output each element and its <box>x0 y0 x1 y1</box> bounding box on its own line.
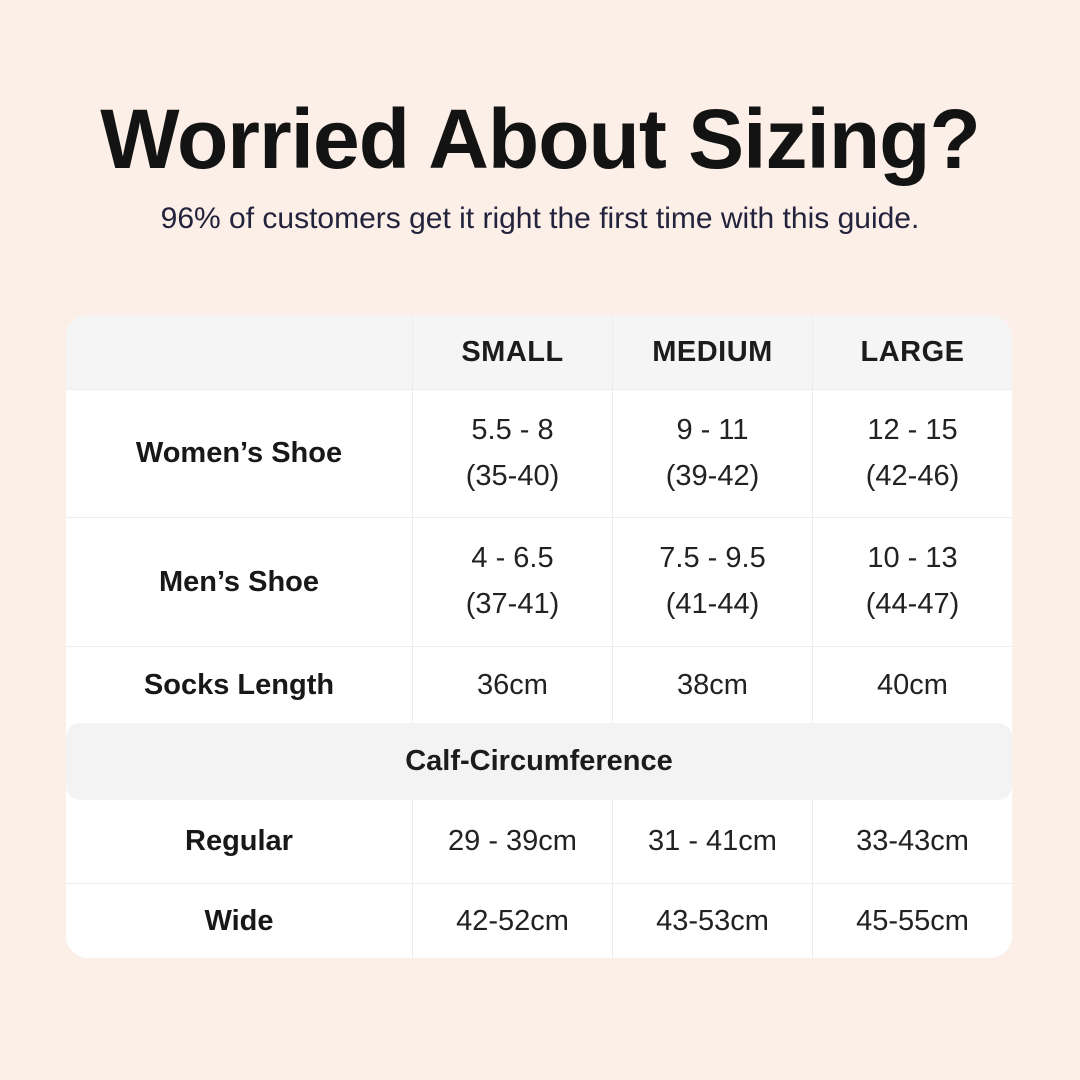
row-label-womens-shoe: Women’s Shoe <box>135 437 343 469</box>
column-header-small: SMALL <box>412 315 612 389</box>
eu-size-range: (35-40) <box>465 459 560 492</box>
eu-size-range: (39-42) <box>665 459 760 492</box>
page-title: Worried About Sizing? <box>100 92 981 186</box>
us-size-range: 4 - 6.5 <box>471 542 554 575</box>
section-header-calf-circumference: Calf-Circumference <box>66 723 1012 800</box>
table-row-socks-length: Socks Length 36cm 38cm 40cm <box>66 646 1012 723</box>
table-cell-wide-large: 45-55cm <box>812 884 1012 958</box>
eu-size-range: (37-41) <box>465 588 560 620</box>
table-cell-wide-small: 42-52cm <box>412 884 612 958</box>
eu-size-range: (44-47) <box>865 588 960 620</box>
row-label-socks-length: Socks Length <box>143 668 335 701</box>
us-size-range: 7.5 - 9.5 <box>659 542 766 575</box>
table-header-row: SMALL MEDIUM LARGE <box>66 315 1012 389</box>
empty-header-cell <box>66 315 412 389</box>
table-cell-socks-large: 40cm <box>812 647 1012 723</box>
row-label-regular: Regular <box>185 825 293 857</box>
us-size-range: 5.5 - 8 <box>471 413 554 446</box>
table-cell-mens-small: 4 - 6.5 (37-41) <box>412 518 612 646</box>
table-cell-womens-small: 5.5 - 8 (35-40) <box>412 390 612 517</box>
column-header-medium: MEDIUM <box>612 315 812 389</box>
us-size-range: 9 - 11 <box>676 413 749 446</box>
table-cell-socks-medium: 38cm <box>612 647 812 723</box>
table-cell-regular-large: 33-43cm <box>812 800 1012 883</box>
table-cell-mens-large: 10 - 13 (44-47) <box>812 518 1012 646</box>
us-size-range: 12 - 15 <box>867 413 958 446</box>
table-row-mens-shoe: Men’s Shoe 4 - 6.5 (37-41) 7.5 - 9.5 (41… <box>66 517 1012 646</box>
table-cell-wide-medium: 43-53cm <box>612 884 812 958</box>
column-header-large: LARGE <box>812 315 1012 389</box>
table-cell-regular-small: 29 - 39cm <box>412 800 612 883</box>
row-label-mens-shoe: Men’s Shoe <box>158 565 320 598</box>
page-subtitle: 96% of customers get it right the first … <box>160 202 920 236</box>
us-size-range: 10 - 13 <box>867 542 958 575</box>
table-row-wide: Wide 42-52cm 43-53cm 45-55cm <box>66 883 1012 958</box>
table-cell-regular-medium: 31 - 41cm <box>612 800 812 883</box>
eu-size-range: (41-44) <box>665 588 760 620</box>
table-row-womens-shoe: Women’s Shoe 5.5 - 8 (35-40) 9 - 11 (39-… <box>66 389 1012 517</box>
table-cell-socks-small: 36cm <box>412 647 612 723</box>
row-label-wide: Wide <box>204 904 274 937</box>
table-cell-womens-large: 12 - 15 (42-46) <box>812 390 1012 517</box>
size-table: SMALL MEDIUM LARGE Women’s Shoe 5.5 - 8 … <box>66 315 1012 958</box>
table-cell-mens-medium: 7.5 - 9.5 (41-44) <box>612 518 812 646</box>
table-row-regular: Regular 29 - 39cm 31 - 41cm 33-43cm <box>66 800 1012 883</box>
eu-size-range: (42-46) <box>865 459 960 492</box>
table-cell-womens-medium: 9 - 11 (39-42) <box>612 390 812 517</box>
